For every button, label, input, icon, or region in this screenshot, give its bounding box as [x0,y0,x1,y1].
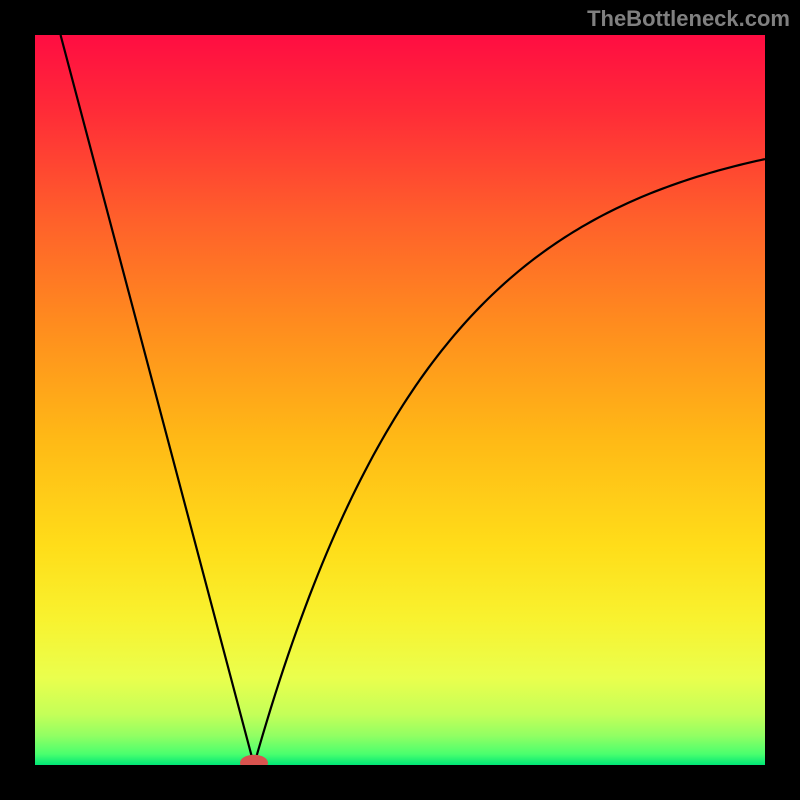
chart-svg [0,0,800,800]
vertex-marker [240,755,268,771]
plot-background [35,35,765,765]
chart-container: TheBottleneck.com [0,0,800,800]
watermark-text: TheBottleneck.com [587,6,790,32]
